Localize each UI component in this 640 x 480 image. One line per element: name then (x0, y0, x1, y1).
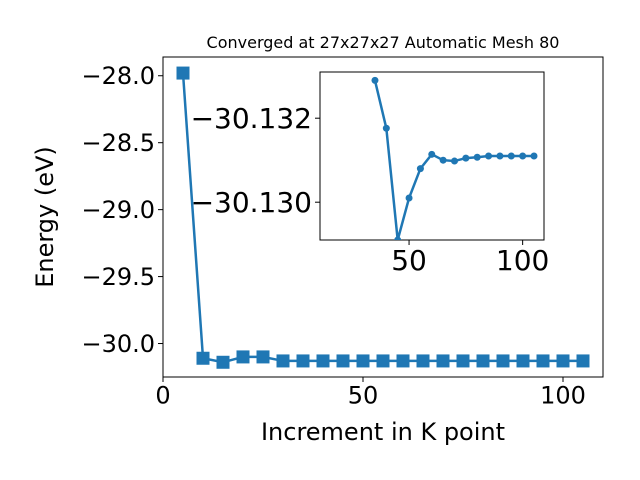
marker (256, 350, 270, 364)
marker (356, 354, 370, 368)
marker (196, 351, 210, 365)
marker (276, 354, 290, 368)
marker (176, 66, 190, 80)
marker (507, 152, 515, 160)
series-group (176, 66, 590, 369)
marker (496, 354, 510, 368)
marker (316, 354, 330, 368)
y-axis-label: Energy (eV) (31, 146, 59, 288)
marker (516, 354, 530, 368)
marker (530, 152, 538, 160)
marker (439, 156, 447, 164)
y-tick-label: −29.5 (81, 263, 155, 291)
x-tick-label: 0 (155, 381, 170, 409)
marker (396, 354, 410, 368)
marker (371, 76, 379, 84)
marker (476, 354, 490, 368)
marker (405, 194, 413, 202)
marker (436, 354, 450, 368)
x-tick-label: 50 (391, 244, 427, 277)
y-tick-label: −30.132 (191, 102, 312, 135)
marker (450, 157, 458, 165)
marker (428, 150, 436, 158)
marker (462, 154, 470, 162)
x-tick-label: 100 (540, 381, 586, 409)
series-group (371, 76, 538, 240)
marker (485, 152, 493, 160)
y-tick-label: −30.0 (81, 330, 155, 358)
y-tick-label: −30.130 (191, 186, 312, 219)
marker (416, 165, 424, 173)
marker (536, 354, 550, 368)
y-tick-label: −29.0 (81, 196, 155, 224)
marker (576, 354, 590, 368)
marker (556, 354, 570, 368)
x-tick-label: 100 (496, 244, 549, 277)
marker (519, 152, 527, 160)
marker (216, 355, 230, 369)
y-tick-label: −28.5 (81, 129, 155, 157)
marker (416, 354, 430, 368)
x-tick-label: 50 (348, 381, 379, 409)
x-axis-label: Increment in K point (261, 418, 505, 446)
marker (336, 354, 350, 368)
marker (382, 124, 390, 132)
y-tick-label: −28.0 (81, 62, 155, 90)
marker (394, 236, 402, 240)
marker (376, 354, 390, 368)
marker (496, 152, 504, 160)
marker (236, 350, 250, 364)
marker (473, 153, 481, 161)
marker (296, 354, 310, 368)
chart-title: Converged at 27x27x27 Automatic Mesh 80 (207, 33, 560, 52)
marker (456, 354, 470, 368)
